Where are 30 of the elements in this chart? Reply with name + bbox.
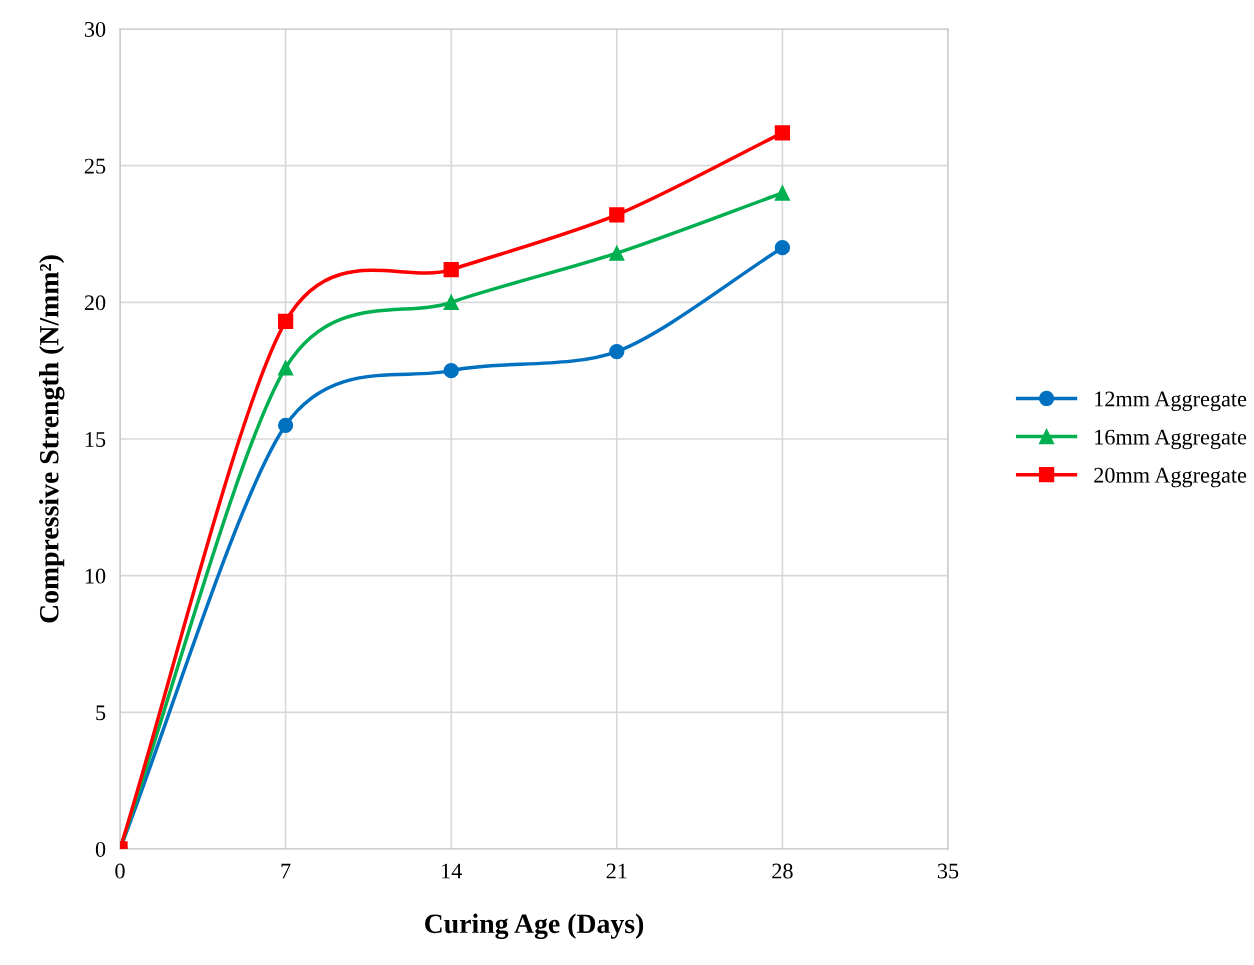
y-tick-label: 15: [85, 432, 106, 447]
point: [609, 343, 625, 360]
point: [277, 360, 294, 376]
x-tick-label: 28: [772, 863, 793, 879]
y-tick-label: 5: [96, 705, 106, 721]
x-tick-label: 7: [281, 863, 291, 879]
x-tick-label: 35: [937, 863, 959, 879]
x-axis-title: Curing Age (Days): [425, 913, 644, 940]
x-tick-label: 14: [442, 863, 462, 879]
point: [443, 363, 459, 379]
x-tick-label: 0: [115, 863, 125, 879]
legend-label: 20mm Aggregate: [1094, 467, 1247, 488]
point: [277, 313, 294, 330]
y-tick-label: 10: [85, 568, 106, 584]
point: [443, 261, 459, 278]
point: [609, 207, 625, 223]
point: [277, 417, 294, 433]
point: [609, 245, 625, 261]
legend-label: 16mm Aggregate: [1095, 429, 1247, 450]
y-tick-label: 20: [84, 295, 106, 311]
point: [443, 294, 459, 310]
y-tick-label: 0: [95, 841, 106, 857]
point: [774, 185, 791, 201]
x-tick-label: 21: [606, 863, 627, 879]
y-tick-label: 30: [84, 21, 106, 37]
legend-label: 12mm Aggregate: [1095, 391, 1247, 412]
point: [774, 240, 791, 256]
y-axis-title: Compressive Strength (N/mm²): [39, 255, 65, 623]
y-tick-label: 25: [84, 158, 106, 174]
point: [774, 125, 791, 141]
